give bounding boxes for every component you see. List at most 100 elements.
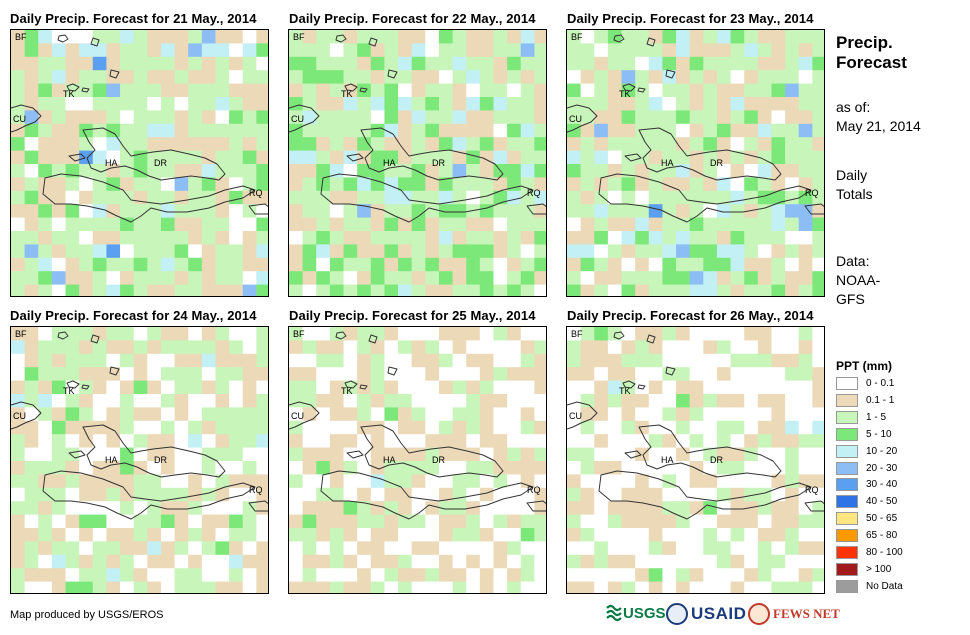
precip-cell (621, 501, 636, 516)
precip-cell (771, 447, 786, 462)
precip-cell (785, 340, 800, 355)
legend-swatch (836, 512, 858, 526)
precip-cell (425, 434, 440, 449)
precip-cell (133, 367, 148, 382)
precip-cell (594, 43, 609, 58)
precip-cell (11, 217, 26, 232)
precip-cell (316, 407, 331, 422)
precip-cell (329, 528, 345, 542)
precip-cell (343, 340, 358, 355)
precip-cell (438, 284, 454, 296)
precip-cell (648, 434, 664, 449)
precip-cell (188, 380, 203, 395)
precip-cell (662, 327, 677, 341)
precip-cell (398, 447, 413, 462)
precip-cell (716, 340, 732, 355)
precip-cell (662, 83, 677, 98)
precip-cell (201, 271, 217, 286)
precip-cell (479, 110, 495, 125)
precip-cell (133, 568, 148, 583)
precip-cell (242, 217, 257, 232)
precip-cell (798, 43, 813, 58)
precip-cell (744, 554, 759, 569)
precip-cell (147, 581, 162, 593)
precip-cell (771, 327, 786, 341)
precip-cell (798, 581, 813, 593)
precip-cell (215, 353, 230, 368)
usaid-logo-text: USAID (691, 604, 747, 623)
precip-cell (662, 514, 677, 529)
precip-cell (24, 568, 39, 583)
precip-cell (65, 244, 80, 259)
precip-cell (452, 568, 467, 583)
precip-cell (507, 514, 522, 529)
precip-cell (520, 284, 535, 296)
data-source-line3: GFS (836, 291, 865, 307)
precip-cell (79, 367, 94, 382)
precip-cell (493, 257, 508, 272)
precip-cell (133, 541, 148, 556)
precip-cell (493, 271, 508, 286)
precip-cell (534, 487, 546, 502)
precip-cell (79, 190, 94, 205)
precip-cell (438, 380, 454, 395)
precip-cell (343, 353, 358, 368)
precip-cell (507, 461, 522, 475)
precip-cell (384, 353, 399, 368)
precip-cell (201, 568, 217, 583)
precip-cell (79, 217, 94, 232)
precip-cell (316, 394, 331, 408)
precip-cell (757, 123, 773, 138)
precip-cell (411, 70, 426, 85)
precip-cell (188, 528, 203, 542)
precip-cell (92, 514, 108, 529)
precip-cell (580, 420, 595, 435)
map-label-bf: BF (293, 329, 305, 339)
precip-cell (493, 83, 508, 98)
precip-cell (452, 257, 467, 272)
precip-cell (607, 474, 623, 489)
precip-cell (438, 164, 454, 178)
precip-cell (798, 407, 813, 422)
precip-cell (316, 541, 331, 556)
precip-cell (106, 110, 121, 125)
precip-cell (11, 231, 26, 245)
precip-cell (662, 110, 677, 125)
precip-cell (567, 501, 582, 516)
precip-cell (160, 514, 176, 529)
precip-cell (689, 474, 704, 489)
precip-cell (133, 177, 148, 192)
precip-cell (730, 217, 745, 232)
precip-cell (621, 541, 636, 556)
precip-cell (730, 83, 745, 98)
precip-cell (38, 231, 53, 245)
precip-cell (229, 231, 244, 245)
precip-cell (798, 474, 813, 489)
coastline-path (567, 401, 598, 430)
precip-cell (689, 528, 704, 542)
precip-cell (744, 190, 759, 205)
precip-cell (452, 353, 467, 368)
precip-cell (65, 271, 80, 286)
precip-cell (580, 340, 595, 355)
precip-cell (242, 541, 257, 556)
precip-cell (534, 447, 546, 462)
precip-cell (452, 30, 467, 44)
precip-cell (798, 244, 813, 259)
precip-cell (51, 150, 67, 165)
precip-cell (38, 257, 53, 272)
precip-cell (201, 461, 217, 475)
precip-cell (329, 581, 345, 593)
precip-cell (771, 407, 786, 422)
precip-cell (635, 97, 650, 111)
precip-cell (662, 231, 677, 245)
precip-cell (38, 474, 53, 489)
legend-swatch (836, 495, 858, 509)
precip-cell (580, 434, 595, 449)
precip-cell (188, 434, 203, 449)
precip-cell (51, 581, 67, 593)
precip-cell (120, 190, 135, 205)
precip-cell (757, 380, 773, 395)
precip-cell (744, 367, 759, 382)
precip-cell (289, 97, 304, 111)
